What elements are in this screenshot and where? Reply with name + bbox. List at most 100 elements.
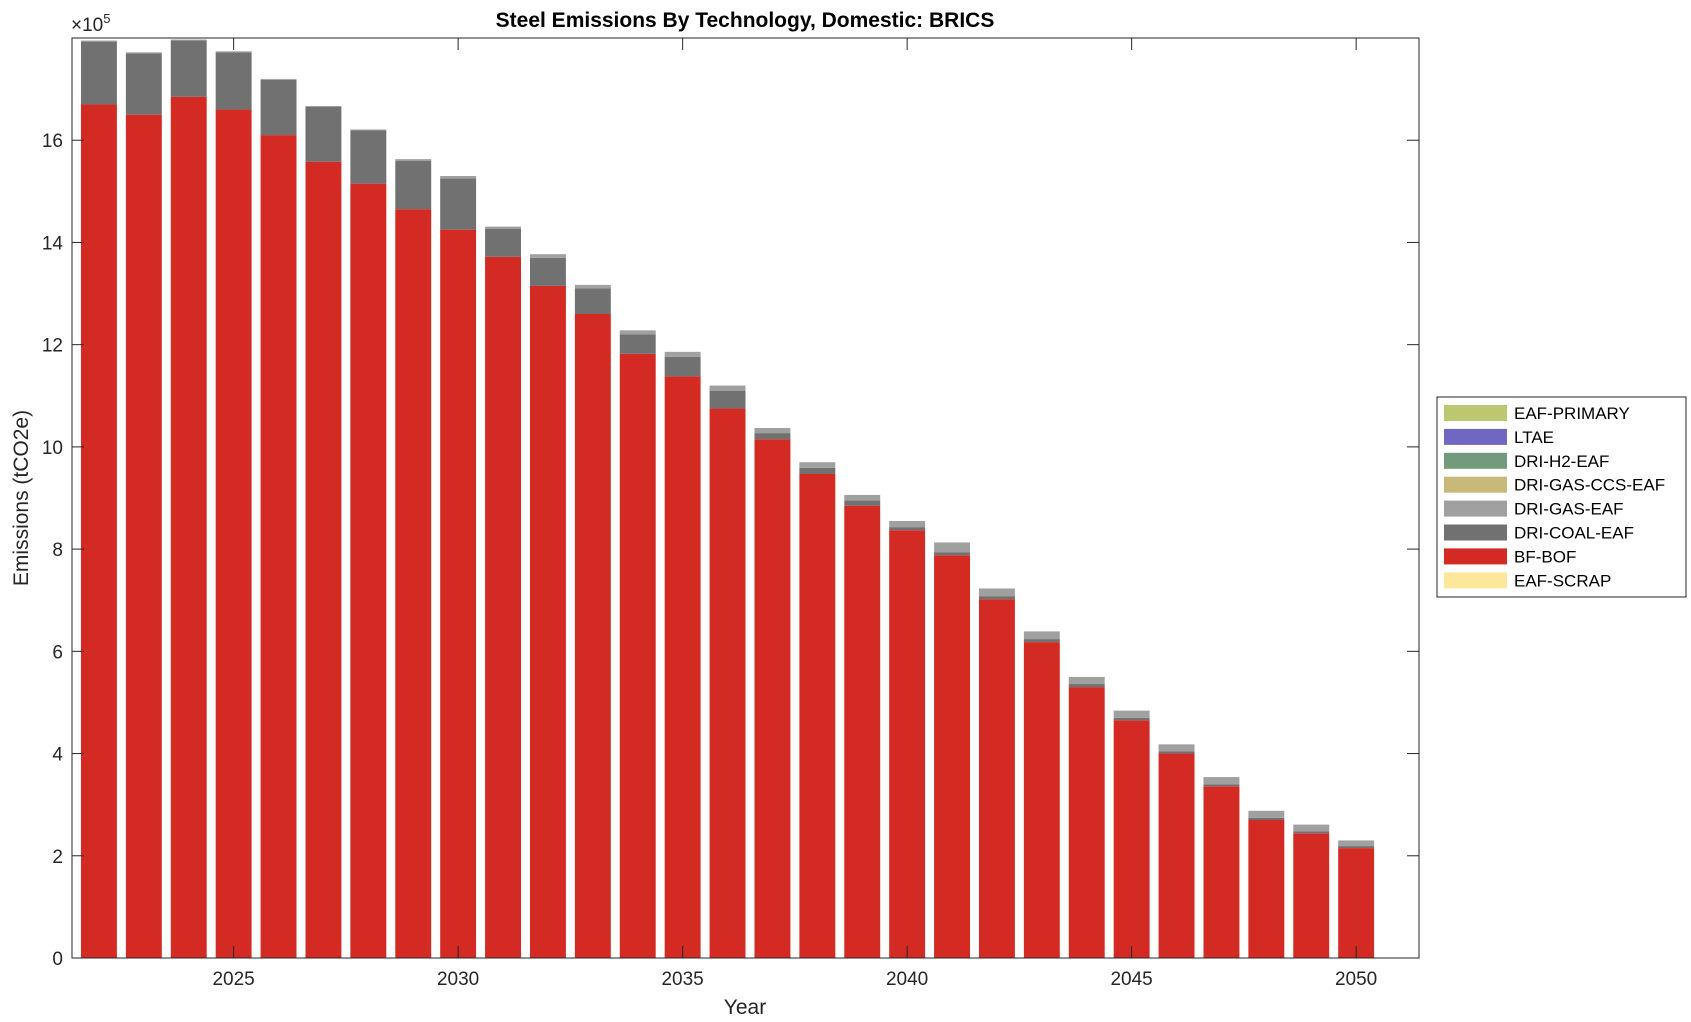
bar-dri-coal-eaf [934,552,970,556]
bar-bf-bof [215,109,252,959]
bar-dri-gas-eaf [125,52,162,54]
bar-dri-coal-eaf [529,257,566,286]
bar-dri-coal-eaf [889,527,926,531]
bar-dri-coal-eaf [440,178,477,230]
y-tick-label: 16 [42,131,63,152]
bar-bf-bof [934,555,970,958]
legend-box [1436,396,1687,598]
bar-dri-gas-eaf [1113,710,1150,718]
legend-swatch-eaf-scrap [1444,572,1507,589]
y-tick-label: 0 [52,949,63,970]
bar-dri-gas-eaf [844,494,881,501]
bar-dri-gas-eaf [529,254,566,258]
bar-bf-bof [170,96,207,959]
bar-dri-gas-eaf [1293,824,1330,832]
bar-dri-gas-eaf [619,330,656,335]
legend-label-dri-gas-ccs-eaf: DRI-GAS-CCS-EAF [1514,476,1665,495]
plot-frame [71,37,1420,959]
bar-dri-coal-eaf [978,596,1015,600]
x-tick-label: 2030 [437,969,479,990]
y-tick-label: 10 [42,438,63,459]
legend: EAF-PRIMARY LTAE DRI-H2-EAF DRI-GAS-CCS-EAF… [1436,396,1687,598]
bar-dri-coal-eaf [1023,639,1060,643]
bar-bf-bof [125,114,162,958]
bar-dri-coal-eaf [1113,717,1150,721]
bar-bf-bof [889,530,926,958]
bar-bf-bof [619,353,656,958]
legend-label-ltae: LTAE [1514,428,1554,447]
legend-swatch-bf-bof [1444,548,1507,565]
bar-dri-gas-eaf [754,427,791,434]
legend-label-dri-gas-eaf: DRI-GAS-EAF [1514,500,1624,519]
legend-swatch-dri-gas-eaf [1444,500,1507,517]
bar-bf-bof [1203,786,1240,958]
bar-bf-bof [1293,833,1330,958]
bar-dri-coal-eaf [1248,817,1285,820]
x-tick-label: 2025 [212,969,254,990]
bar-bf-bof [305,161,342,958]
bar-dri-coal-eaf [1068,684,1105,688]
bar-dri-coal-eaf [1203,784,1240,787]
bar-dri-gas-eaf [1023,631,1060,640]
legend-swatch-dri-coal-eaf [1444,524,1507,541]
y-axis-exponent-base: ×10 [71,15,103,36]
bar-dri-coal-eaf [799,467,836,474]
bar-dri-coal-eaf [844,500,881,506]
bar-bf-bof [799,473,836,958]
y-tick-label: 6 [52,642,63,663]
bar-bf-bof [664,376,701,958]
bar-bf-bof [1248,820,1285,958]
x-tick-label: 2045 [1110,969,1152,990]
ticks-layer: 0 2 4 6 8 10 12 14 16 2025 2030 2035 2040 2045 2050 [42,38,1419,990]
bar-dri-gas-eaf [305,105,342,107]
bar-dri-gas-eaf [978,588,1015,597]
bar-bf-bof [754,439,791,958]
bar-dri-gas-eaf [1068,676,1105,685]
y-tick-label: 14 [42,233,64,254]
legend-label-dri-coal-eaf: DRI-COAL-EAF [1514,524,1634,543]
bar-bf-bof [1023,642,1060,958]
legend-label-eaf-primary: EAF-PRIMARY [1514,404,1630,423]
y-tick-label: 4 [52,745,63,766]
bar-bf-bof [709,408,746,958]
bar-bf-bof [844,505,881,958]
bar-dri-coal-eaf [1158,751,1195,754]
bar-bf-bof [485,256,521,958]
y-tick-label: 2 [52,847,63,868]
bar-dri-gas-eaf [485,226,521,229]
bar-bf-bof [1158,753,1195,958]
bar-bf-bof [978,599,1015,958]
bar-dri-gas-eaf [664,351,701,357]
bar-dri-coal-eaf [709,390,746,409]
bar-dri-gas-eaf [440,176,477,179]
bar-dri-coal-eaf [395,160,432,210]
bar-dri-gas-eaf [1158,744,1195,752]
bar-dri-gas-eaf [799,462,836,468]
bar-bf-bof [574,314,611,958]
legend-swatch-ltae [1444,428,1507,445]
bar-dri-coal-eaf [754,433,791,440]
legend-label-eaf-scrap: EAF-SCRAP [1514,571,1611,590]
bar-dri-coal-eaf [80,41,117,105]
chart-title: Steel Emissions By Technology, Domestic:… [496,9,995,32]
legend-swatch-dri-gas-ccs-eaf [1444,476,1507,493]
bar-dri-gas-eaf [215,51,252,53]
legend-swatch-dri-h2-eaf [1444,452,1507,469]
bar-bf-bof [529,285,566,958]
bar-bf-bof [440,229,477,958]
bar-bf-bof [80,104,117,958]
bar-dri-coal-eaf [1293,831,1330,834]
bar-dri-gas-eaf [170,39,207,41]
bar-dri-coal-eaf [215,52,252,110]
bar-dri-gas-eaf [709,385,746,391]
y-axis-exponent-power: 5 [103,11,110,26]
bar-dri-coal-eaf [1338,846,1375,849]
bar-dri-gas-eaf [889,521,926,528]
bar-dri-gas-eaf [1248,810,1285,818]
bar-dri-coal-eaf [574,288,611,314]
legend-label-dri-h2-eaf: DRI-H2-EAF [1514,452,1609,471]
y-axis-exponent: ×105 [71,11,110,36]
bar-dri-gas-eaf [260,78,297,80]
bar-dri-gas-eaf [1203,777,1240,785]
